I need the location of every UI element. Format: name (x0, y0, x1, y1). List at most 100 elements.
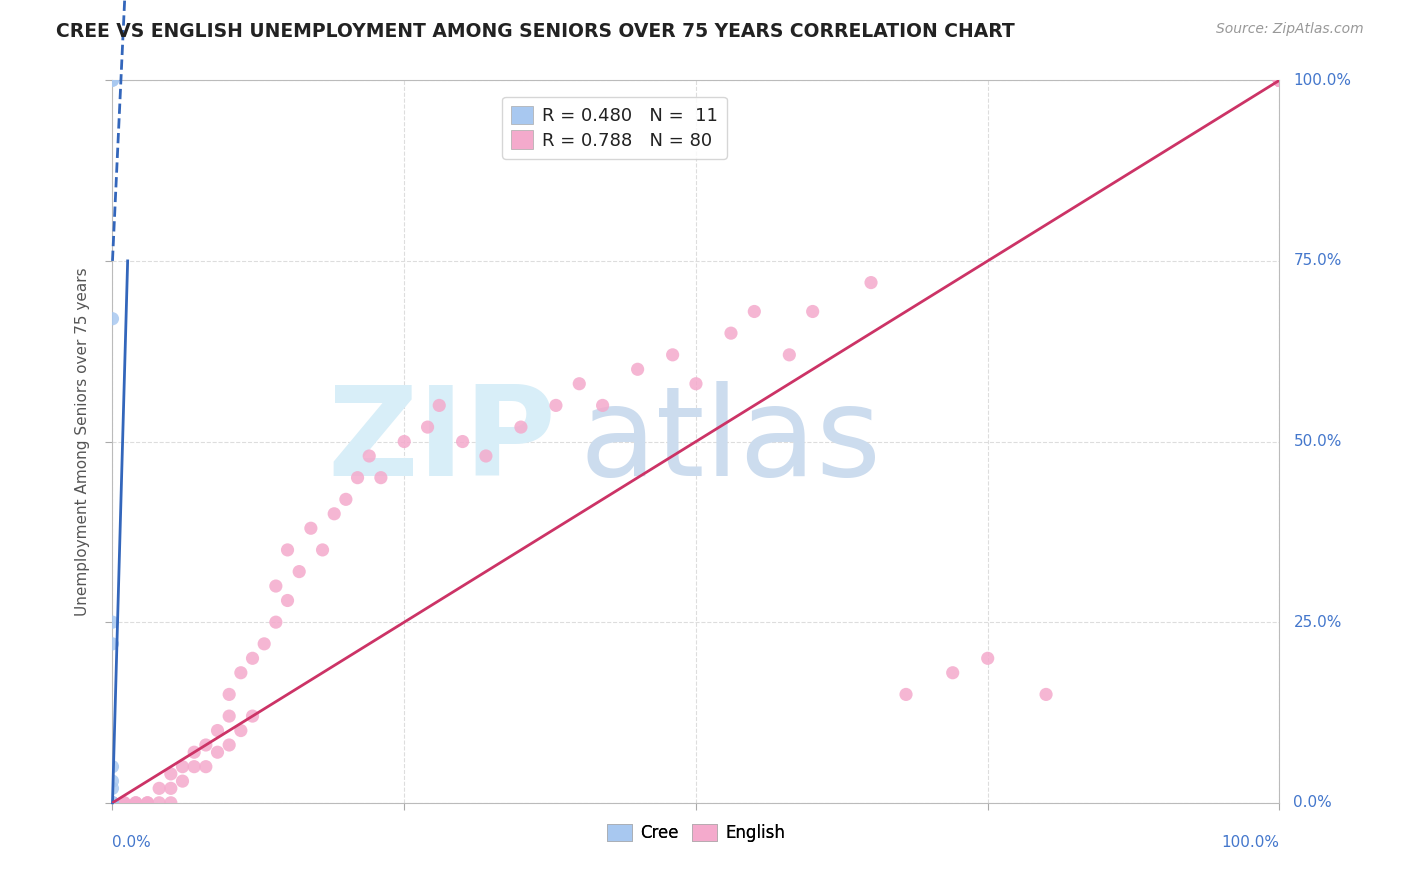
Point (1268, 73, 1291, 87)
Point (136, 796, 159, 810)
Point (323, 507, 346, 521)
Point (1268, 73, 1291, 87)
Point (1268, 73, 1291, 87)
Point (627, 362, 650, 376)
Point (101, 796, 124, 810)
Point (242, 651, 264, 665)
Point (264, 615, 287, 630)
Point (720, 326, 742, 340)
Point (101, 796, 124, 810)
Text: 0.0%: 0.0% (1294, 796, 1333, 810)
Point (101, 796, 124, 810)
Point (1268, 73, 1291, 87)
Y-axis label: Unemployment Among Seniors over 75 years: Unemployment Among Seniors over 75 years (75, 268, 90, 615)
Point (183, 760, 205, 774)
Point (370, 470, 392, 484)
Point (276, 542, 298, 557)
Point (101, 73, 124, 87)
Point (346, 470, 368, 484)
Point (1268, 73, 1291, 87)
Text: 50.0%: 50.0% (1294, 434, 1341, 449)
Point (801, 304, 824, 318)
Point (101, 637, 124, 651)
Point (778, 348, 800, 362)
Point (1268, 73, 1291, 87)
Point (136, 796, 159, 810)
Point (1268, 73, 1291, 87)
Point (101, 615, 124, 630)
Point (160, 796, 183, 810)
Text: 100.0%: 100.0% (1294, 73, 1351, 87)
Point (172, 774, 194, 789)
Point (101, 796, 124, 810)
Text: 0.0%: 0.0% (112, 835, 152, 850)
Point (568, 376, 591, 391)
Point (976, 651, 998, 665)
Point (394, 434, 416, 449)
Point (1268, 73, 1291, 87)
Point (101, 796, 124, 810)
Point (475, 449, 498, 463)
Point (253, 637, 276, 651)
Point (101, 760, 124, 774)
Point (172, 760, 194, 774)
Point (1035, 687, 1057, 701)
Point (335, 492, 357, 507)
Point (229, 665, 252, 680)
Point (160, 781, 183, 796)
Point (207, 745, 229, 759)
Point (229, 723, 252, 738)
Point (218, 687, 240, 701)
Text: ZIP: ZIP (328, 381, 555, 502)
Point (288, 565, 311, 579)
Point (1268, 73, 1291, 87)
Point (242, 709, 264, 723)
Point (509, 420, 531, 434)
Point (276, 593, 298, 607)
Point (112, 796, 135, 810)
Point (101, 796, 124, 810)
Point (264, 579, 287, 593)
Point (101, 796, 124, 810)
Point (194, 738, 217, 752)
Text: 75.0%: 75.0% (1294, 253, 1341, 268)
Point (101, 73, 124, 87)
Point (860, 276, 883, 290)
Point (112, 796, 135, 810)
Point (451, 434, 474, 449)
Point (661, 348, 683, 362)
Legend: Cree, English: Cree, English (600, 817, 792, 848)
Point (183, 745, 205, 759)
Point (218, 709, 240, 723)
Point (101, 781, 124, 796)
Text: 25.0%: 25.0% (1294, 615, 1341, 630)
Point (1268, 73, 1291, 87)
Point (311, 542, 333, 557)
Text: Source: ZipAtlas.com: Source: ZipAtlas.com (1216, 22, 1364, 37)
Text: CREE VS ENGLISH UNEMPLOYMENT AMONG SENIORS OVER 75 YEARS CORRELATION CHART: CREE VS ENGLISH UNEMPLOYMENT AMONG SENIO… (56, 22, 1015, 41)
Point (218, 738, 240, 752)
Point (1268, 73, 1291, 87)
Point (427, 398, 450, 412)
Text: atlas: atlas (579, 381, 882, 502)
Point (125, 796, 148, 810)
Point (1268, 73, 1291, 87)
Point (194, 760, 217, 774)
Point (148, 796, 170, 810)
Point (207, 723, 229, 738)
Text: 100.0%: 100.0% (1222, 835, 1279, 850)
Point (101, 796, 124, 810)
Point (1268, 73, 1291, 87)
Point (148, 781, 170, 796)
Point (685, 376, 707, 391)
Point (592, 398, 614, 412)
Point (1268, 73, 1291, 87)
Point (1268, 73, 1291, 87)
Point (101, 774, 124, 789)
Point (160, 767, 183, 781)
Point (544, 398, 567, 412)
Point (416, 420, 439, 434)
Point (101, 311, 124, 326)
Point (894, 687, 917, 701)
Point (359, 449, 381, 463)
